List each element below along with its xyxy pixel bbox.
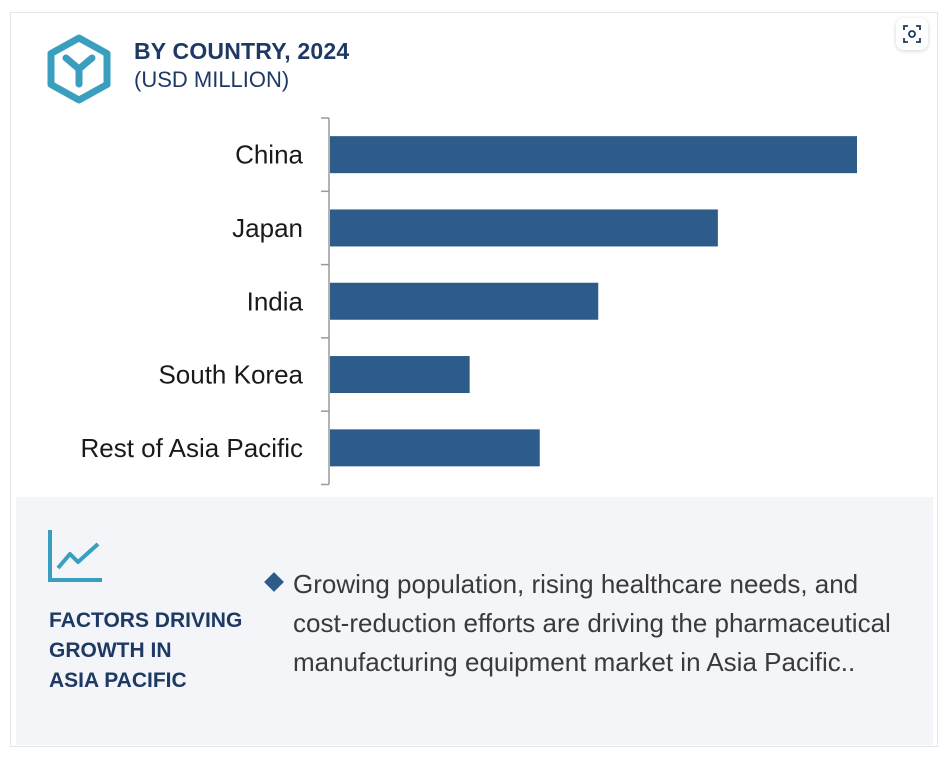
bar-japan	[330, 209, 718, 247]
trend-chart-icon	[46, 528, 104, 584]
bar-south-korea	[330, 356, 470, 394]
category-label: Rest of Asia Pacific	[80, 433, 303, 463]
category-label: China	[235, 140, 303, 170]
bar-china	[330, 136, 857, 174]
factor-bullet-text: Growing population, rising healthcare ne…	[293, 569, 891, 677]
chart-subtitle: (USD MILLION)	[134, 67, 290, 92]
category-label: Japan	[232, 213, 303, 243]
factors-title: FACTORS DRIVING GROWTH IN ASIA PACIFIC	[49, 609, 243, 692]
hexagon-logo-icon	[46, 34, 112, 104]
category-label: India	[247, 286, 304, 316]
chart-title: BY COUNTRY, 2024	[134, 38, 350, 64]
scan-icon[interactable]	[896, 18, 928, 50]
bar-chart: China Japan India South Korea Rest of Asia P…	[80, 117, 857, 486]
bar-rest-of-asia-pacific	[330, 429, 540, 467]
factors-panel	[16, 497, 933, 745]
category-label: South Korea	[158, 360, 303, 390]
bar-india	[330, 282, 599, 320]
